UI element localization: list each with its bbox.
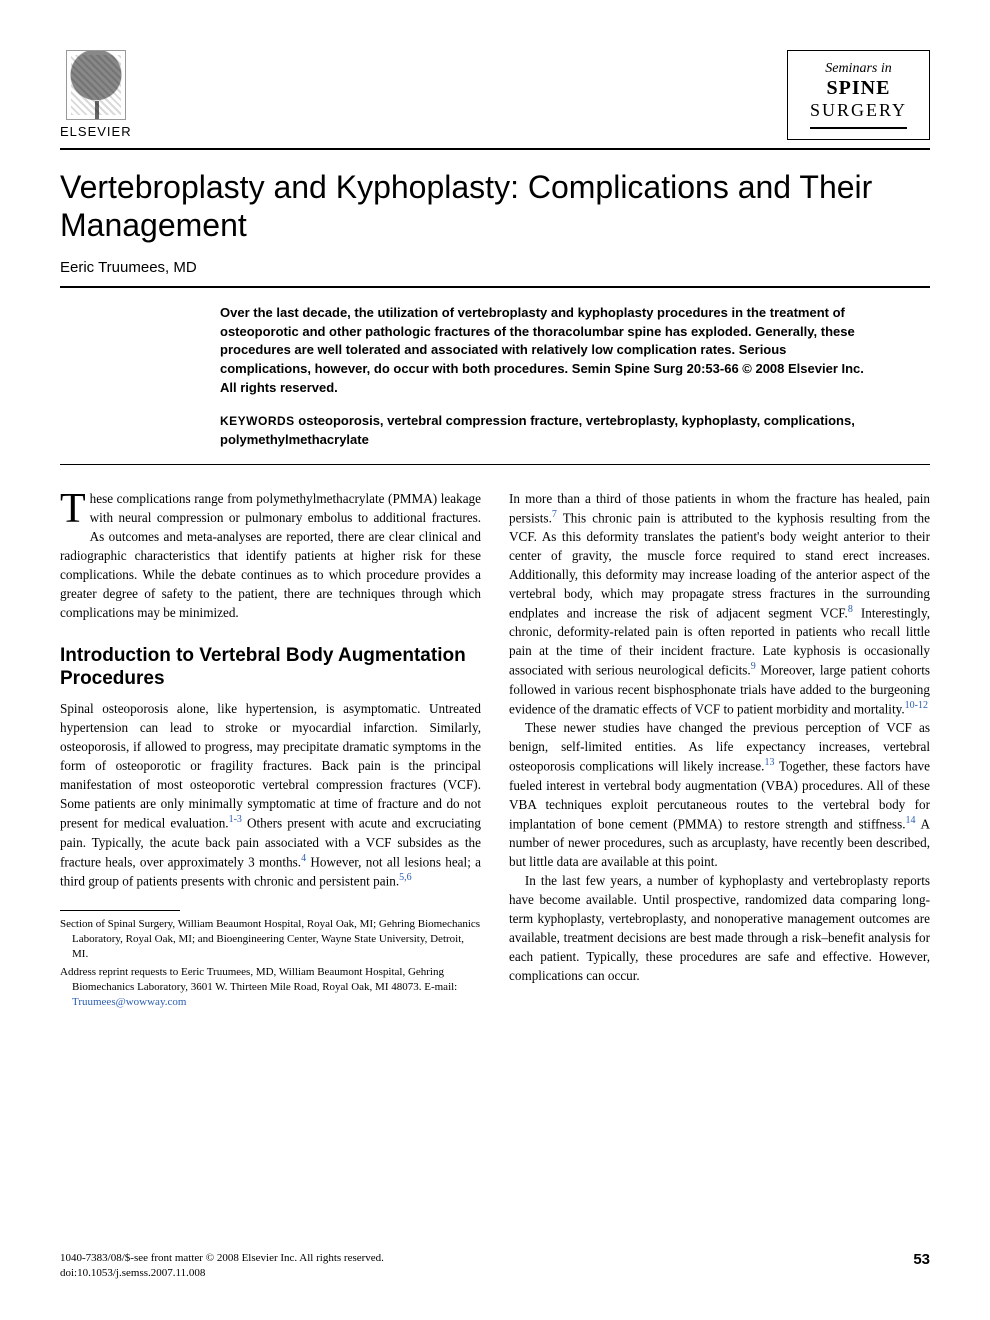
journal-title-line2: SURGERY (810, 100, 907, 121)
keywords-text: osteoporosis, vertebral compression frac… (220, 413, 855, 447)
publisher-block: ELSEVIER (60, 50, 132, 139)
author-email[interactable]: Truumees@wowway.com (72, 996, 186, 1008)
col2-paragraph-2: These newer studies have changed the pre… (509, 718, 930, 871)
journal-title-box: Seminars in SPINE SURGERY (787, 50, 930, 140)
keywords-label: KEYWORDS (220, 414, 295, 428)
affiliation-2: Address reprint requests to Eeric Truume… (60, 965, 481, 1010)
section-heading-intro: Introduction to Vertebral Body Augmentat… (60, 644, 481, 692)
column-left: These complications range from polymethy… (60, 489, 481, 1013)
keywords-rule (60, 464, 930, 465)
citation-10-12[interactable]: 10-12 (905, 700, 928, 711)
elsevier-tree-icon (66, 50, 126, 120)
journal-supertitle: Seminars in (810, 61, 907, 77)
column-right: In more than a third of those patients i… (509, 489, 930, 1013)
c2p1-b: This chronic pain is attributed to the k… (509, 510, 930, 620)
footer-left: 1040-7383/08/$-see front matter © 2008 E… (60, 1251, 384, 1280)
affiliation-rule (60, 910, 180, 911)
footer-doi: doi:10.1053/j.semss.2007.11.008 (60, 1266, 384, 1280)
page-footer: 1040-7383/08/$-see front matter © 2008 E… (60, 1251, 930, 1280)
reprint-address: Address reprint requests to Eeric Truume… (60, 966, 457, 993)
body-columns: These complications range from polymethy… (60, 489, 930, 1013)
page-number: 53 (913, 1251, 930, 1280)
citation-1-3[interactable]: 1-3 (229, 814, 242, 825)
page-header: ELSEVIER Seminars in SPINE SURGERY (60, 50, 930, 150)
journal-underline (810, 127, 907, 129)
intro-text: hese complications range from polymethyl… (60, 491, 481, 620)
title-rule (60, 286, 930, 288)
footer-copyright: 1040-7383/08/$-see front matter © 2008 E… (60, 1251, 384, 1265)
p1-text-a: Spinal osteoporosis alone, like hyperten… (60, 701, 481, 830)
keywords-block: KEYWORDS osteoporosis, vertebral compres… (220, 412, 870, 450)
citation-5-6[interactable]: 5,6 (399, 872, 412, 883)
col2-paragraph-3: In the last few years, a number of kypho… (509, 871, 930, 985)
citation-14[interactable]: 14 (906, 815, 916, 826)
journal-title-line1: SPINE (810, 77, 907, 100)
section1-paragraph: Spinal osteoporosis alone, like hyperten… (60, 699, 481, 890)
article-author: Eeric Truumees, MD (60, 259, 930, 276)
publisher-name: ELSEVIER (60, 124, 132, 139)
affiliation-1: Section of Spinal Surgery, William Beaum… (60, 917, 481, 962)
intro-paragraph: These complications range from polymethy… (60, 489, 481, 622)
abstract: Over the last decade, the utilization of… (220, 304, 870, 398)
article-title: Vertebroplasty and Kyphoplasty: Complica… (60, 168, 930, 245)
col2-paragraph-1: In more than a third of those patients i… (509, 489, 930, 719)
dropcap: T (60, 489, 90, 528)
citation-13[interactable]: 13 (764, 757, 774, 768)
